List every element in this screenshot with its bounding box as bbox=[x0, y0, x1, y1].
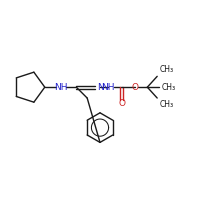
Text: CH₃: CH₃ bbox=[159, 65, 173, 74]
Text: CH₃: CH₃ bbox=[161, 83, 175, 92]
Text: O: O bbox=[131, 83, 138, 92]
Text: NH: NH bbox=[101, 83, 115, 92]
Text: CH₃: CH₃ bbox=[159, 100, 173, 109]
Text: NH: NH bbox=[54, 83, 67, 92]
Text: N: N bbox=[97, 83, 104, 92]
Text: O: O bbox=[118, 99, 125, 108]
